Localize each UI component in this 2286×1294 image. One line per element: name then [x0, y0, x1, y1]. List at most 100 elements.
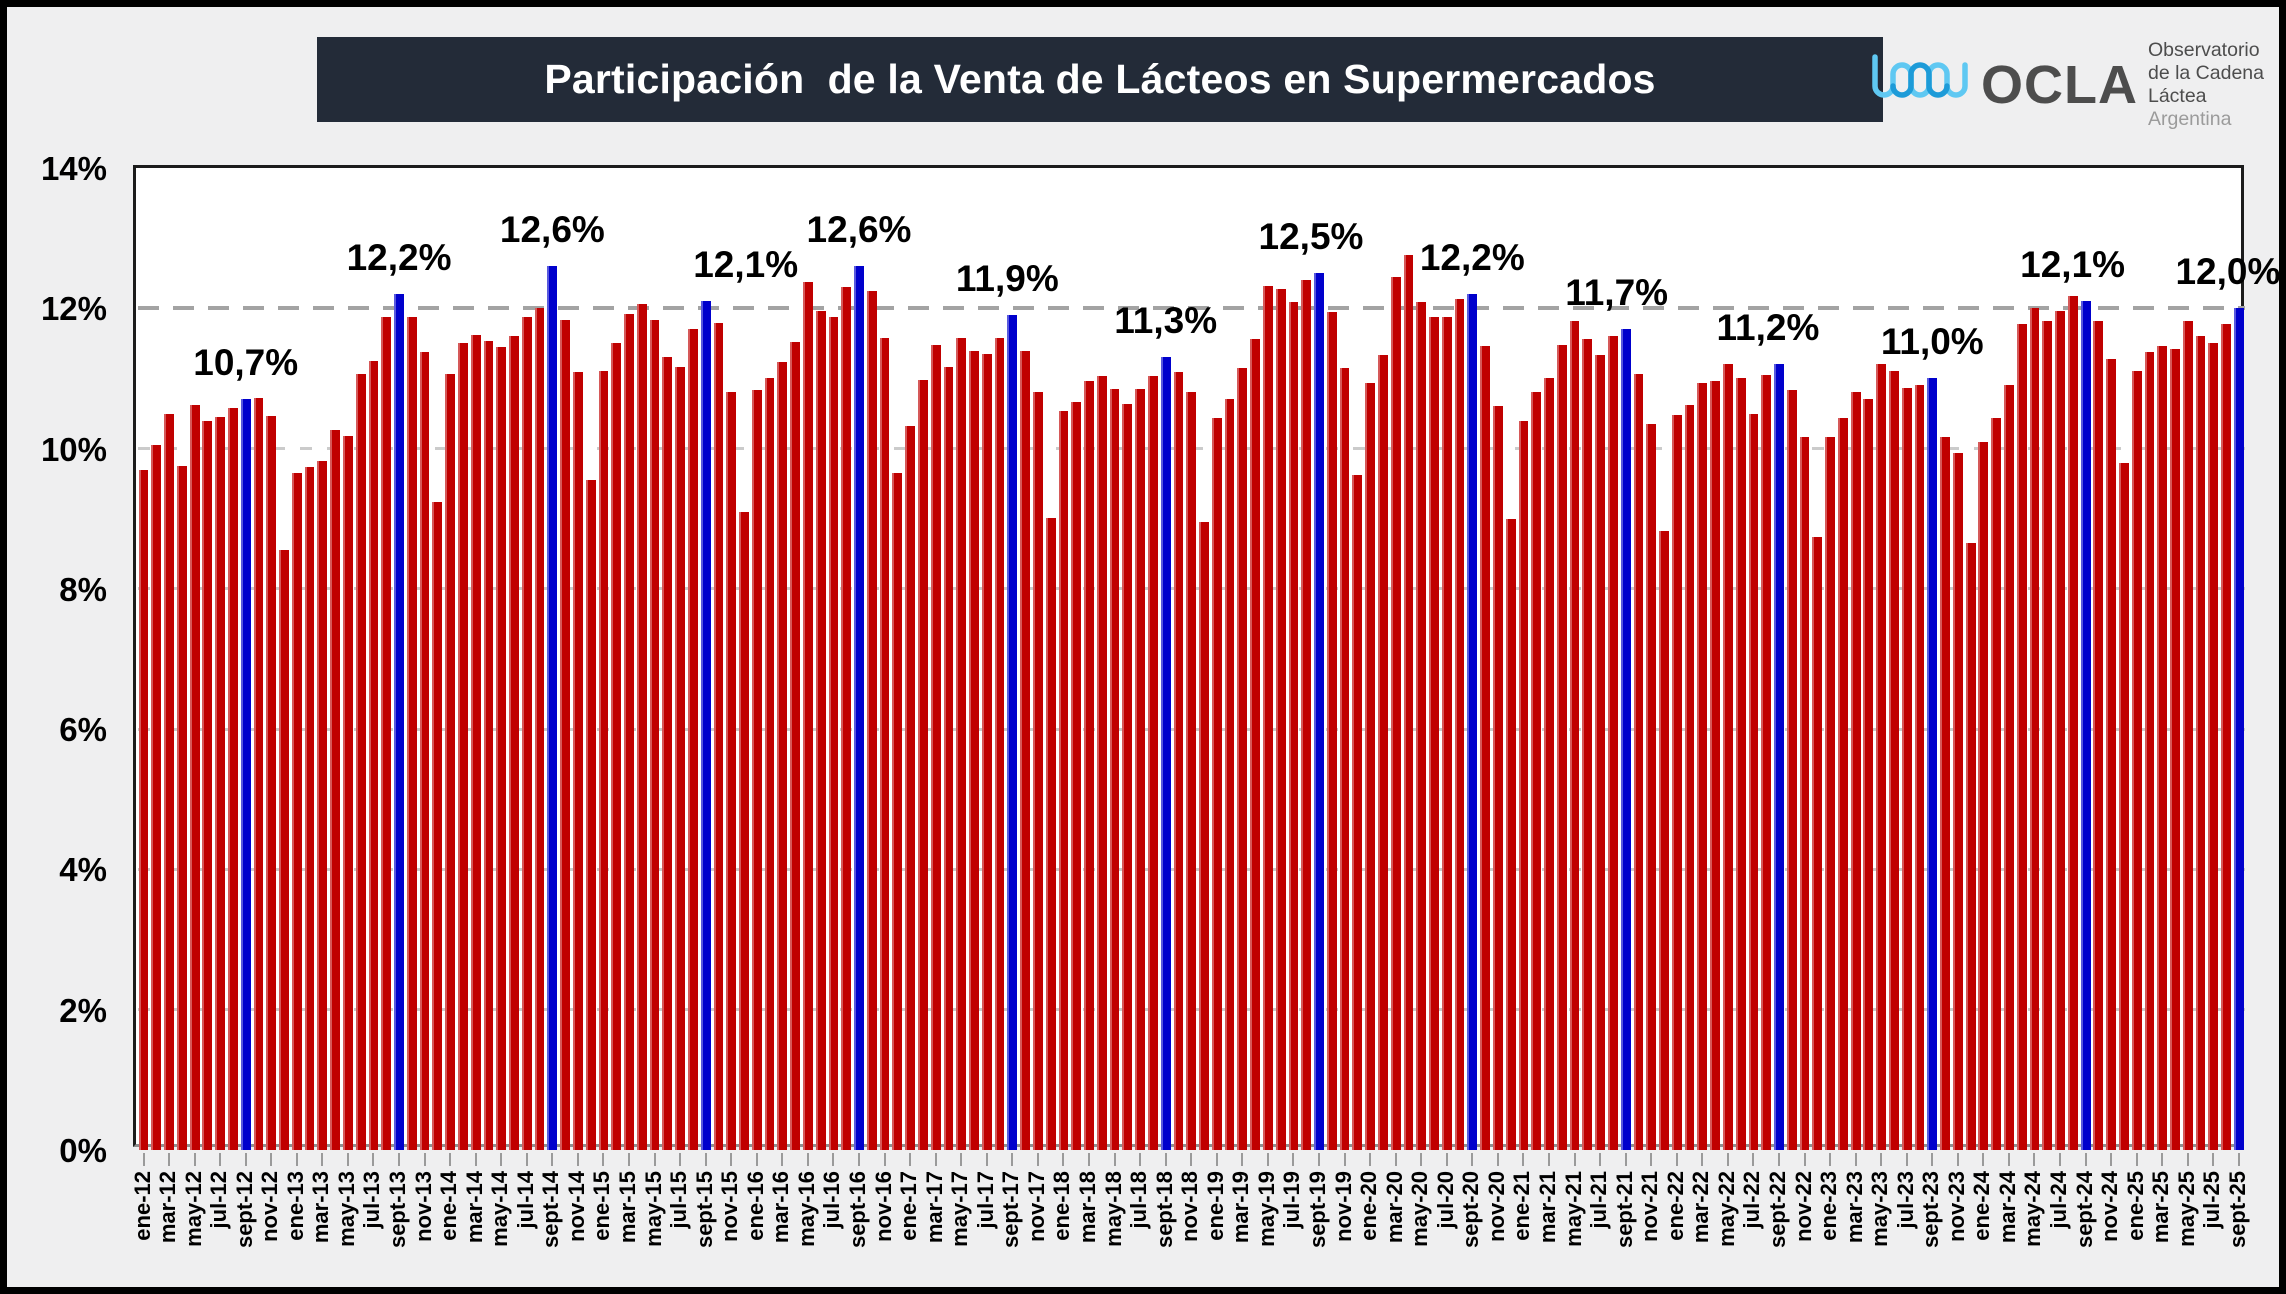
page-title: Participación de la Venta de Lácteos en … — [544, 56, 1656, 102]
ocla-subtitle: Observatorio de la Cadena Láctea Argenti… — [2148, 39, 2271, 131]
chart-bar — [2042, 320, 2053, 1150]
x-axis-tick — [985, 1153, 988, 1166]
x-axis-tick — [1139, 1153, 1142, 1166]
chart-bar — [1403, 254, 1414, 1150]
x-axis-label: sept-13 — [385, 1171, 411, 1249]
chart-bar — [713, 323, 724, 1150]
x-axis-label: jul-13 — [359, 1171, 385, 1229]
x-axis-tick — [500, 1153, 503, 1166]
chart-bar — [790, 341, 801, 1150]
chart-bar — [521, 316, 532, 1150]
x-axis-label: ene-15 — [589, 1171, 615, 1241]
chart-bar-september — [700, 301, 711, 1150]
chart-bar-september — [547, 266, 558, 1150]
chart-bar — [1569, 320, 1580, 1150]
chart-bar — [1224, 399, 1235, 1150]
chart-bar — [943, 366, 954, 1150]
chart-bar-september — [1314, 273, 1324, 1150]
chart-bar — [509, 336, 519, 1150]
chart-bar — [892, 473, 903, 1150]
title-bar: Participación de la Venta de Lácteos en … — [317, 37, 1883, 122]
x-axis-label: ene-12 — [129, 1171, 155, 1241]
x-axis-tick — [806, 1153, 809, 1166]
x-axis-tick — [1650, 1153, 1653, 1166]
x-axis-label: mar-15 — [615, 1171, 641, 1244]
chart-bar — [777, 361, 788, 1150]
x-axis-label: jul-21 — [1586, 1171, 1612, 1229]
chart-bar — [2221, 323, 2232, 1150]
chart-bar — [879, 338, 890, 1150]
x-axis-label: sept-16 — [845, 1171, 870, 1249]
x-axis-label: may-24 — [2020, 1171, 2046, 1247]
bar-chart: 0% 2% 4% 6% 8% 10% 12% 14% ene-12 mar-12 may-12 jul… — [7, 7, 2279, 1287]
chart-bar — [1084, 381, 1094, 1150]
x-axis-label: nov-19 — [1330, 1171, 1356, 1242]
data-label: 12,0% — [2175, 251, 2281, 293]
chart-bar — [1441, 317, 1452, 1150]
chart-bar-september — [1467, 294, 1478, 1150]
chart-bar — [228, 407, 238, 1150]
gridline-12pct — [138, 306, 2245, 311]
chart-bar — [917, 379, 928, 1150]
x-axis-label: mar-21 — [1534, 1171, 1560, 1244]
chart-bar — [1556, 345, 1567, 1150]
x-axis-label: jul-24 — [2046, 1171, 2072, 1229]
x-axis-tick — [1547, 1153, 1550, 1166]
x-axis-label: nov-20 — [1483, 1171, 1509, 1242]
x-axis-tick — [321, 1153, 324, 1166]
x-axis-tick — [219, 1153, 222, 1166]
x-axis-label: ene-17 — [896, 1171, 922, 1241]
x-axis-label: nov-18 — [1177, 1171, 1203, 1242]
chart-bar — [304, 466, 315, 1150]
chart-bar — [930, 344, 941, 1150]
chart-bar — [317, 461, 328, 1150]
x-axis-label: sept-12 — [231, 1171, 257, 1249]
chart-bar — [2067, 296, 2078, 1150]
chart-bar — [1710, 380, 1720, 1150]
chart-bar — [2004, 385, 2014, 1150]
chart-bar — [1262, 285, 1273, 1150]
chart-bar — [598, 370, 609, 1150]
x-axis-tick — [193, 1153, 196, 1166]
ocla-subtitle-line2: de la Cadena Láctea — [2147, 62, 2264, 107]
chart-bar — [1020, 351, 1030, 1150]
x-axis-label: nov-12 — [257, 1171, 283, 1242]
y-axis-label: 4% — [59, 851, 107, 889]
chart-bar — [1301, 279, 1312, 1150]
chart-bar — [739, 512, 749, 1150]
x-axis-label: nov-16 — [870, 1171, 896, 1242]
x-axis-tick — [1343, 1153, 1346, 1166]
x-axis-label: jul-15 — [666, 1171, 692, 1229]
data-label: 12,1% — [2020, 244, 2126, 286]
x-axis-tick — [1062, 1153, 1065, 1166]
data-label: 11,3% — [1114, 300, 1218, 342]
x-axis-label: mar-23 — [1841, 1171, 1867, 1244]
chart-bar — [866, 291, 877, 1150]
x-axis-tick — [730, 1153, 733, 1166]
x-axis-label: jul-12 — [206, 1171, 232, 1229]
x-axis-tick — [602, 1153, 605, 1166]
x-axis-label: nov-23 — [1943, 1171, 1969, 1242]
x-axis-tick — [551, 1153, 554, 1166]
x-axis-tick — [2212, 1153, 2215, 1166]
x-axis-label: nov-13 — [410, 1171, 436, 1242]
chart-bar — [764, 377, 775, 1150]
x-axis-tick — [628, 1153, 631, 1166]
x-axis-tick — [883, 1153, 886, 1166]
chart-bar — [1978, 442, 1989, 1150]
y-axis-label: 0% — [59, 1132, 107, 1169]
chart-bar — [1940, 437, 1950, 1150]
chart-bar — [1339, 367, 1350, 1150]
x-axis-tick — [1317, 1153, 1320, 1166]
chart-bar — [2208, 342, 2219, 1150]
x-axis-tick — [1956, 1153, 1959, 1166]
chart-bar-september — [1927, 378, 1938, 1150]
x-axis-tick — [1420, 1153, 1423, 1166]
x-axis-tick — [1164, 1153, 1167, 1166]
x-axis-label: ene-20 — [1356, 1171, 1382, 1241]
x-axis-tick — [1880, 1153, 1883, 1166]
x-axis-label: may-18 — [1100, 1171, 1126, 1247]
x-axis-label: may-15 — [640, 1171, 666, 1247]
chart-bar — [1122, 404, 1133, 1150]
x-axis-label: may-25 — [2173, 1171, 2199, 1247]
